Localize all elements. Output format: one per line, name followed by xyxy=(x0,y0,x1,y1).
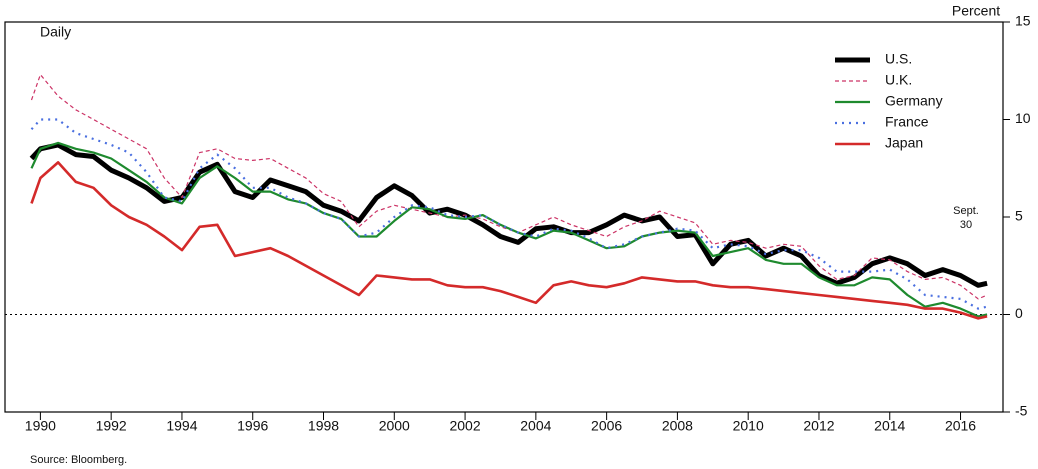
x-tick-label: 2006 xyxy=(591,418,622,434)
right-label: Percent xyxy=(952,3,1000,19)
legend-label: Germany xyxy=(885,93,943,109)
legend-label: U.S. xyxy=(885,51,912,67)
series-line xyxy=(30,161,988,320)
y-tick-label: 15 xyxy=(1015,13,1031,29)
legend-label: U.K. xyxy=(885,72,912,88)
x-tick-label: 1992 xyxy=(96,418,127,434)
x-tick-label: 1994 xyxy=(166,418,197,434)
series-line xyxy=(30,73,988,300)
x-tick-label: 2010 xyxy=(733,418,764,434)
x-tick-label: 2016 xyxy=(945,418,976,434)
y-tick-label: 5 xyxy=(1015,208,1023,224)
y-tick-label: -5 xyxy=(1015,403,1028,419)
x-tick-label: 2004 xyxy=(520,418,551,434)
source-note: Source: Bloomberg. xyxy=(30,454,127,466)
x-tick-label: 2008 xyxy=(662,418,693,434)
x-tick-label: 1996 xyxy=(237,418,268,434)
x-tick-label: 1990 xyxy=(25,418,56,434)
x-tick-label: 2014 xyxy=(874,418,905,434)
y-tick-label: 10 xyxy=(1015,110,1031,126)
annotation: Sept. xyxy=(953,205,979,217)
annotation: 30 xyxy=(960,219,972,231)
x-tick-label: 2002 xyxy=(449,418,480,434)
legend-label: France xyxy=(885,114,929,130)
legend-label: Japan xyxy=(885,135,923,151)
x-tick-label: 2012 xyxy=(803,418,834,434)
plot-frame xyxy=(4,21,1004,413)
left-label: Daily xyxy=(40,24,71,40)
series-line xyxy=(29,142,988,288)
y-tick-label: 0 xyxy=(1015,305,1023,321)
x-tick-label: 1998 xyxy=(308,418,339,434)
series-line xyxy=(30,141,988,318)
x-tick-label: 2000 xyxy=(379,418,410,434)
